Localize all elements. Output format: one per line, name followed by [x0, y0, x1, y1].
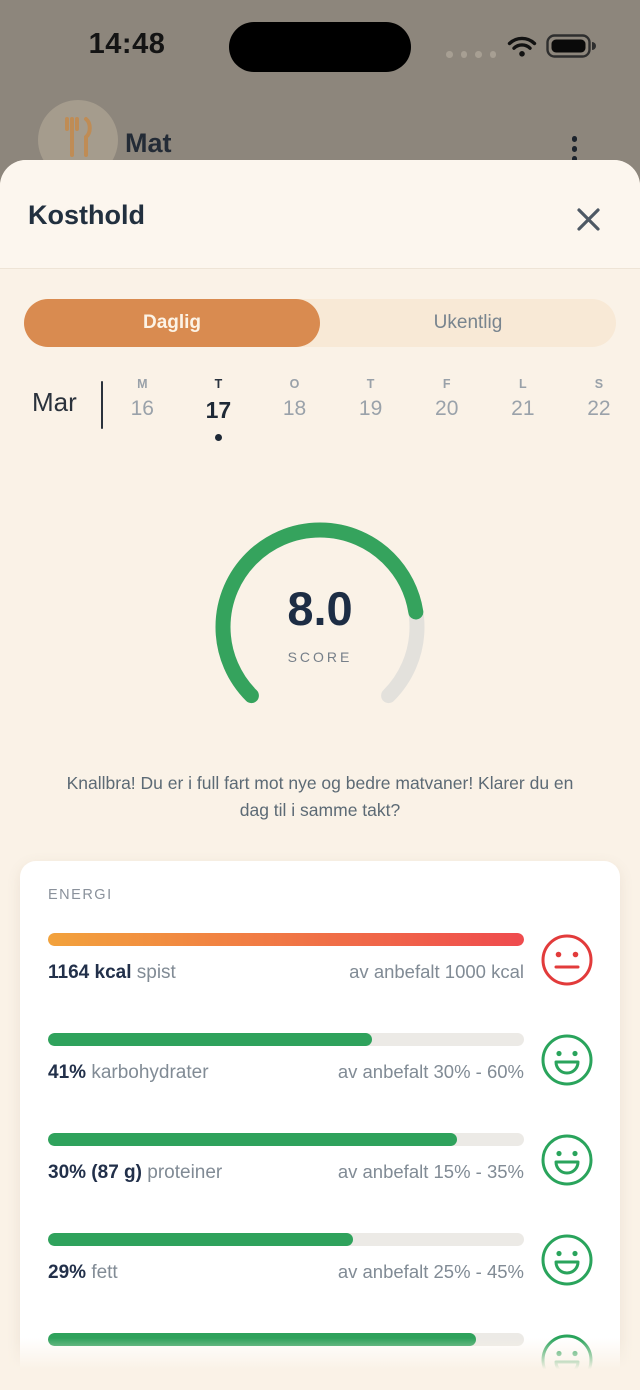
period-tabs: Daglig Ukentlig [24, 299, 616, 347]
close-button[interactable] [572, 205, 604, 237]
progress-bar-fat [48, 1233, 524, 1247]
energy-card-title: ENERGI [48, 887, 113, 904]
cellular-signal-icon [446, 51, 496, 58]
progress-bar-carbs [48, 1033, 524, 1047]
fat-recommended: av anbefalt 25% - 45% [337, 1261, 524, 1283]
day-fri[interactable]: F 20 [435, 377, 459, 420]
happy-face-icon [540, 1333, 594, 1387]
motivation-message: Knallbra! Du er i full fart mot nye og b… [66, 773, 574, 820]
day-tue-selected[interactable]: T 17 [197, 373, 239, 457]
kcal-value: 1164 kcal [48, 962, 132, 984]
day-thu[interactable]: T 19 [358, 377, 383, 420]
background-page-title: Mat [125, 128, 172, 158]
date-picker: Mar M 16 T 17 O 18 T 19 [0, 373, 640, 457]
carbs-label: karbohydrater [91, 1062, 209, 1084]
happy-face-icon [540, 1033, 594, 1087]
protein-label: proteiner [147, 1162, 223, 1184]
month-label: Mar [32, 387, 77, 417]
wifi-icon [507, 34, 537, 63]
status-bar: 14:48 [0, 0, 640, 90]
kebab-menu-icon[interactable] [568, 132, 582, 166]
kcal-label: spist [136, 962, 176, 984]
sheet-header: Kosthold [0, 160, 640, 269]
energy-row-protein: 30% (87 g) proteiner av anbefalt 15% - 3… [48, 1133, 594, 1187]
energy-row-fat: 29% fett av anbefalt 25% - 45% [48, 1233, 594, 1287]
progress-bar-kcal [48, 933, 524, 947]
happy-face-icon [540, 1233, 594, 1287]
score-label: SCORE [287, 649, 353, 665]
energy-row-kcal: 1164 kcal spist av anbefalt 1000 kcal [48, 933, 594, 987]
progress-bar-protein [48, 1133, 524, 1147]
kosthold-sheet: Kosthold Daglig Ukentlig Mar M 16 T 17 [0, 160, 640, 1390]
fat-label: fett [91, 1262, 118, 1284]
energy-row-carbs: 41% karbohydrater av anbefalt 30% - 60% [48, 1033, 594, 1087]
tab-daglig[interactable]: Daglig [24, 299, 320, 347]
sheet-title: Kosthold [28, 200, 145, 230]
protein-recommended: av anbefalt 15% - 35% [337, 1161, 524, 1183]
energy-card: ENERGI 1164 kcal spist av anbefalt 1000 … [20, 861, 620, 1390]
fork-knife-icon [57, 115, 99, 166]
battery-icon [546, 34, 596, 63]
close-icon [575, 206, 602, 236]
happy-face-icon [540, 1133, 594, 1187]
fat-value: 29% [48, 1262, 87, 1284]
month-divider [100, 381, 104, 429]
protein-value: 30% (87 g) [48, 1162, 142, 1184]
day-sun[interactable]: S 22 [587, 377, 611, 420]
day-mon[interactable]: M 16 [130, 377, 154, 420]
score-value: 8.0 [287, 582, 353, 635]
day-wed[interactable]: O 18 [282, 377, 307, 420]
kcal-recommended: av anbefalt 1000 kcal [349, 961, 524, 983]
neutral-face-icon [540, 933, 594, 987]
progress-bar-partial [48, 1333, 524, 1347]
tab-ukentlig[interactable]: Ukentlig [320, 299, 616, 347]
score-gauge: 8.0 SCORE [0, 515, 640, 730]
carbs-recommended: av anbefalt 30% - 60% [337, 1061, 524, 1083]
day-sat[interactable]: L 21 [511, 377, 535, 420]
status-time: 14:48 [88, 28, 166, 60]
dynamic-island [229, 22, 411, 72]
energy-row-partial [48, 1333, 594, 1387]
selected-day-dot [214, 434, 222, 441]
carbs-value: 41% [48, 1062, 87, 1084]
